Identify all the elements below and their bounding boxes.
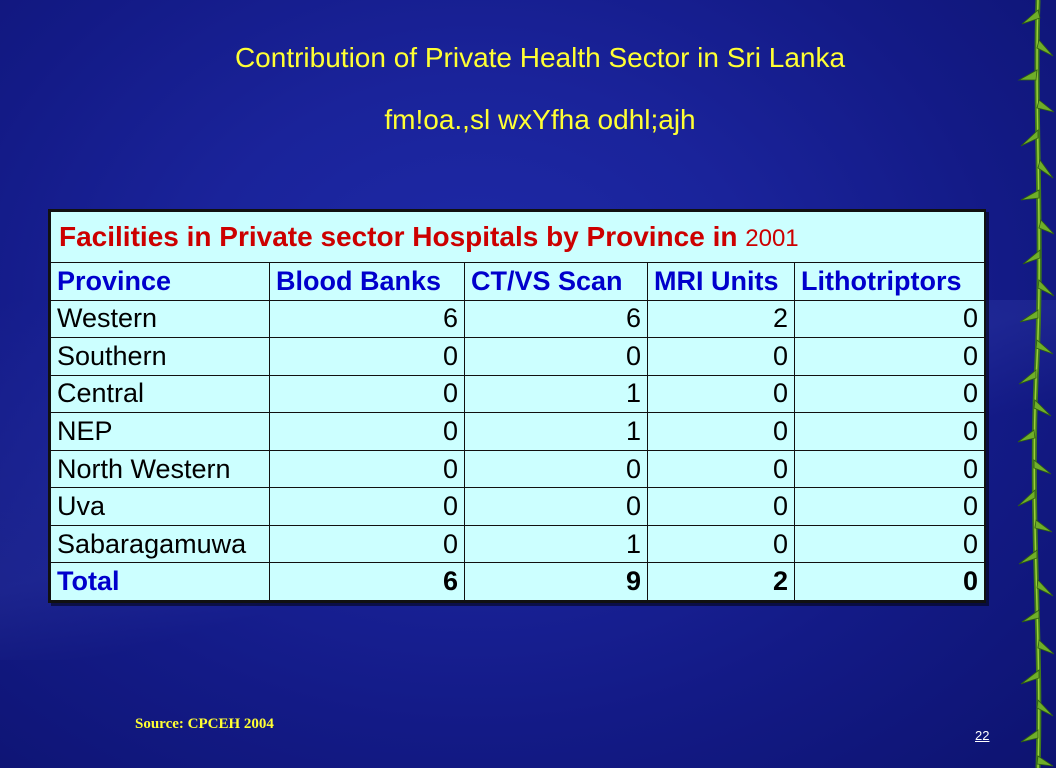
value-cell: 0 bbox=[464, 449, 648, 489]
total-value-cell: 0 bbox=[793, 562, 986, 601]
total-value-cell: 6 bbox=[269, 562, 465, 601]
province-cell: Central bbox=[50, 374, 270, 414]
table-caption: Facilities in Private sector Hospitals b… bbox=[49, 211, 986, 263]
source-note: Source: CPCEH 2004 bbox=[135, 716, 274, 732]
value-cell: 0 bbox=[269, 337, 465, 376]
value-cell: 0 bbox=[793, 524, 986, 564]
total-value-cell: 9 bbox=[464, 562, 648, 601]
total-value-cell: 2 bbox=[647, 562, 795, 601]
value-cell: 1 bbox=[464, 374, 648, 414]
table-caption-text: Facilities in Private sector Hospitals b… bbox=[59, 221, 738, 252]
value-cell: 0 bbox=[269, 374, 465, 414]
total-label: Total bbox=[50, 562, 270, 601]
table-row: Uva 0 0 0 0 bbox=[50, 487, 986, 526]
slide-title: Contribution of Private Health Sector in… bbox=[234, 42, 846, 73]
value-cell: 0 bbox=[269, 412, 465, 451]
table-row: Central 0 1 0 0 bbox=[50, 374, 986, 414]
page-number: 22 bbox=[975, 728, 990, 743]
table-row: Sabaragamuwa 0 1 0 0 bbox=[50, 524, 986, 564]
value-cell: 0 bbox=[793, 487, 986, 526]
value-cell: 0 bbox=[793, 299, 986, 339]
value-cell: 0 bbox=[464, 337, 648, 376]
value-cell: 0 bbox=[269, 487, 465, 526]
value-cell: 0 bbox=[647, 374, 795, 414]
slide-subtitle: fm!oa.,sl wxYfha odhl;ajh bbox=[384, 104, 696, 135]
value-cell: 0 bbox=[793, 337, 986, 376]
value-cell: 0 bbox=[647, 524, 795, 564]
value-cell: 0 bbox=[793, 412, 986, 451]
value-cell: 0 bbox=[464, 487, 648, 526]
value-cell: 1 bbox=[464, 524, 648, 564]
table-header-row: Province Blood Banks CT/VS Scan MRI Unit… bbox=[50, 262, 986, 301]
column-header: Province bbox=[50, 262, 270, 301]
value-cell: 0 bbox=[647, 449, 795, 489]
column-header: Blood Banks bbox=[269, 262, 465, 301]
bamboo-vine-decoration bbox=[1017, 0, 1055, 768]
value-cell: 6 bbox=[269, 299, 465, 339]
column-header: CT/VS Scan bbox=[464, 262, 648, 301]
province-cell: Western bbox=[50, 299, 270, 339]
column-header: MRI Units bbox=[647, 262, 795, 301]
total-row: Total 6 9 2 0 bbox=[50, 562, 986, 601]
province-cell: Uva bbox=[50, 487, 270, 526]
value-cell: 1 bbox=[464, 412, 648, 451]
facilities-table: Facilities in Private sector Hospitals b… bbox=[48, 209, 986, 603]
province-cell: Sabaragamuwa bbox=[50, 524, 270, 564]
table-row: North Western 0 0 0 0 bbox=[50, 449, 986, 489]
value-cell: 0 bbox=[793, 449, 986, 489]
province-cell: NEP bbox=[50, 412, 270, 451]
value-cell: 0 bbox=[647, 337, 795, 376]
value-cell: 0 bbox=[647, 487, 795, 526]
column-header: Lithotriptors bbox=[793, 262, 986, 301]
value-cell: 6 bbox=[464, 299, 648, 339]
value-cell: 0 bbox=[269, 524, 465, 564]
value-cell: 0 bbox=[269, 449, 465, 489]
table-row: NEP 0 1 0 0 bbox=[50, 412, 986, 451]
value-cell: 0 bbox=[647, 412, 795, 451]
table-row: Southern 0 0 0 0 bbox=[50, 337, 986, 376]
province-cell: Southern bbox=[50, 337, 270, 376]
table-caption-year: 2001 bbox=[745, 225, 799, 252]
value-cell: 2 bbox=[647, 299, 795, 339]
table-row: Western 6 6 2 0 bbox=[50, 299, 986, 339]
province-cell: North Western bbox=[50, 449, 270, 489]
value-cell: 0 bbox=[793, 374, 986, 414]
